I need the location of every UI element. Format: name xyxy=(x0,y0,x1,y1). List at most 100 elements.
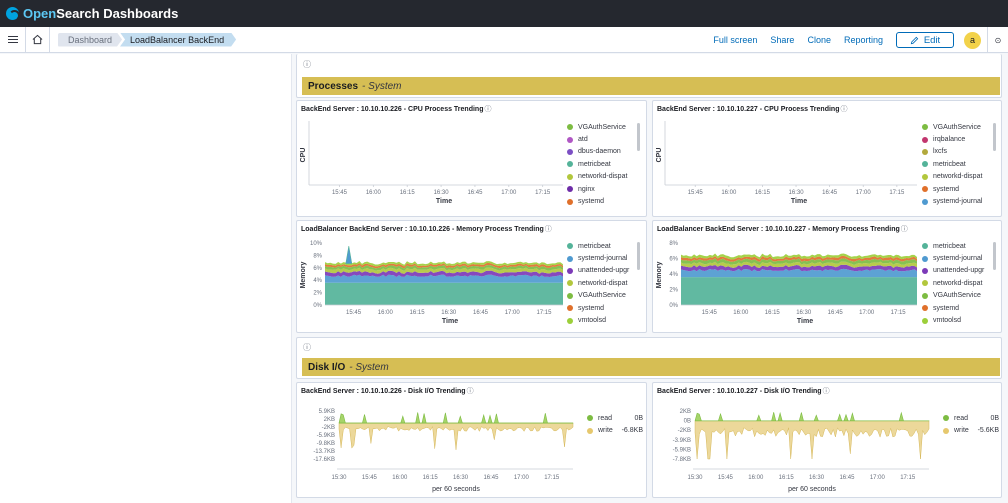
legend-item[interactable]: unattended-upgr xyxy=(922,265,998,277)
legend-scrollbar[interactable] xyxy=(993,242,996,270)
legend-label: systemd-journal xyxy=(933,255,983,263)
help-icon[interactable]: ⊙ xyxy=(994,35,1002,45)
area-series-VGAuthService xyxy=(325,264,563,271)
legend-color-swatch xyxy=(567,317,573,324)
legend-label: metricbeat xyxy=(933,160,966,168)
legend-color-swatch xyxy=(567,243,573,250)
legend-color-swatch xyxy=(567,292,573,299)
x-tick-label: 17:00 xyxy=(505,310,521,316)
legend-item[interactable]: networkd-dispat xyxy=(567,171,643,183)
edit-button[interactable]: Edit xyxy=(896,32,954,48)
legend-item[interactable]: systemd xyxy=(567,195,643,207)
legend-item[interactable]: networkd-dispat xyxy=(567,277,643,289)
legend-label: nginx xyxy=(578,185,595,193)
opensearch-logo[interactable]: OpenSearch Dashboards xyxy=(6,6,178,21)
memory-226-panel: LoadBalancer BackEnd Server : 10.10.10.2… xyxy=(296,220,647,333)
legend-label: systemd xyxy=(578,198,605,206)
clone-link[interactable]: Clone xyxy=(807,35,831,45)
legend-item[interactable]: systemd xyxy=(922,183,998,195)
legend-item[interactable]: read 0B xyxy=(587,412,643,424)
legend-color-swatch xyxy=(567,173,573,180)
x-tick-label: 16:00 xyxy=(748,475,764,481)
user-avatar[interactable]: a xyxy=(964,31,981,49)
legend-item[interactable]: vmtoolsd xyxy=(567,314,643,326)
legend-item[interactable]: VGAuthService xyxy=(567,290,643,302)
x-axis-title: Time xyxy=(436,198,452,205)
legend-item[interactable]: nginx xyxy=(567,183,643,195)
legend-label: VGAuthService xyxy=(933,292,981,300)
legend-item[interactable]: systemd-journal xyxy=(922,195,998,207)
legend-color-swatch xyxy=(922,161,928,168)
legend-item[interactable]: write -6.8KB xyxy=(587,424,643,436)
legend-item[interactable]: networkd-dispat xyxy=(922,171,998,183)
x-tick-label: 16:45 xyxy=(828,310,844,316)
info-icon[interactable]: ⓘ xyxy=(303,60,311,69)
x-tick-label: 15:45 xyxy=(688,190,704,196)
x-tick-label: 15:45 xyxy=(362,475,378,481)
legend-color-swatch xyxy=(922,198,928,205)
reporting-link[interactable]: Reporting xyxy=(843,35,883,45)
info-icon[interactable]: ⓘ xyxy=(466,388,474,395)
legend-item[interactable]: systemd xyxy=(567,302,643,314)
y-tick-label: 2KB xyxy=(324,417,335,423)
cpu-226-chart: CPU 15:45 16:00 16:15 16:30 16:45 17:00 17:15 Ti… xyxy=(300,121,563,205)
share-link[interactable]: Share xyxy=(770,35,795,45)
legend-item[interactable]: systemd-journal xyxy=(922,252,998,264)
fullscreen-link[interactable]: Full screen xyxy=(713,35,758,45)
home-button[interactable] xyxy=(26,26,50,53)
y-axis-title: CPU xyxy=(656,148,663,163)
legend-scrollbar[interactable] xyxy=(993,123,996,151)
x-axis-title: per 60 seconds xyxy=(788,486,836,493)
legend-value: 0B xyxy=(634,414,643,422)
legend-item[interactable]: VGAuthService xyxy=(922,290,998,302)
legend-label: systemd xyxy=(933,185,960,193)
area-series-systemd xyxy=(325,262,563,269)
legend-item[interactable]: lxcfs xyxy=(922,146,998,158)
info-icon[interactable]: ⓘ xyxy=(822,388,830,395)
legend-label: dbus-daemon xyxy=(578,148,621,156)
cpu-226-legend: VGAuthService atd dbus-daemon metricbeat net… xyxy=(567,121,643,208)
legend-color-swatch xyxy=(567,124,573,131)
left-pane xyxy=(0,54,292,503)
legend-item[interactable]: dbus-daemon xyxy=(567,146,643,158)
menu-toggle-button[interactable] xyxy=(0,26,26,53)
area-series-networkd-dispat xyxy=(325,267,563,274)
legend-item[interactable]: networkd-dispat xyxy=(922,277,998,289)
memory-spike xyxy=(345,246,353,264)
legend-item[interactable]: atd xyxy=(567,133,643,145)
info-icon[interactable]: ⓘ xyxy=(544,226,552,233)
info-icon[interactable]: ⓘ xyxy=(303,343,311,352)
legend-color-swatch xyxy=(567,255,573,262)
legend-label: vmtoolsd xyxy=(578,317,607,325)
info-icon[interactable]: ⓘ xyxy=(840,106,848,113)
x-tick-label: 16:45 xyxy=(473,310,489,316)
legend-item[interactable]: metricbeat xyxy=(567,240,643,252)
y-tick-label: 0% xyxy=(313,303,322,309)
legend-item[interactable]: VGAuthService xyxy=(567,121,643,133)
legend-item[interactable]: metricbeat xyxy=(922,240,998,252)
legend-item[interactable]: metricbeat xyxy=(922,158,998,170)
legend-scrollbar[interactable] xyxy=(637,242,640,270)
info-icon[interactable]: ⓘ xyxy=(484,106,492,113)
legend-item[interactable]: vmtoolsd xyxy=(922,314,998,326)
legend-item[interactable]: irqbalance xyxy=(922,133,998,145)
legend-item[interactable]: systemd-journal xyxy=(567,252,643,264)
disk-226-panel: BackEnd Server : 10.10.10.226 - Disk I/O… xyxy=(296,382,647,498)
legend-item[interactable]: read 0B xyxy=(943,412,999,424)
legend-color-swatch xyxy=(567,198,573,205)
legend-item[interactable]: metricbeat xyxy=(567,158,643,170)
breadcrumb-dashboard[interactable]: Dashboard xyxy=(58,33,122,47)
legend-scrollbar[interactable] xyxy=(637,123,640,151)
area-series-VGAuthService xyxy=(681,258,917,266)
legend-item[interactable]: systemd xyxy=(922,302,998,314)
legend-item[interactable]: VGAuthService xyxy=(922,121,998,133)
legend-color-swatch xyxy=(922,243,928,250)
diskio-section-header: Disk I/O - System xyxy=(302,358,1000,376)
legend-item[interactable]: unattended-upgr xyxy=(567,265,643,277)
x-tick-label: 16:45 xyxy=(483,475,499,481)
info-icon[interactable]: ⓘ xyxy=(900,226,908,233)
legend-item[interactable]: write -5.6KB xyxy=(943,424,999,436)
x-axis-title: per 60 seconds xyxy=(432,486,480,493)
x-tick-label: 16:15 xyxy=(755,190,771,196)
read-area xyxy=(694,411,930,422)
